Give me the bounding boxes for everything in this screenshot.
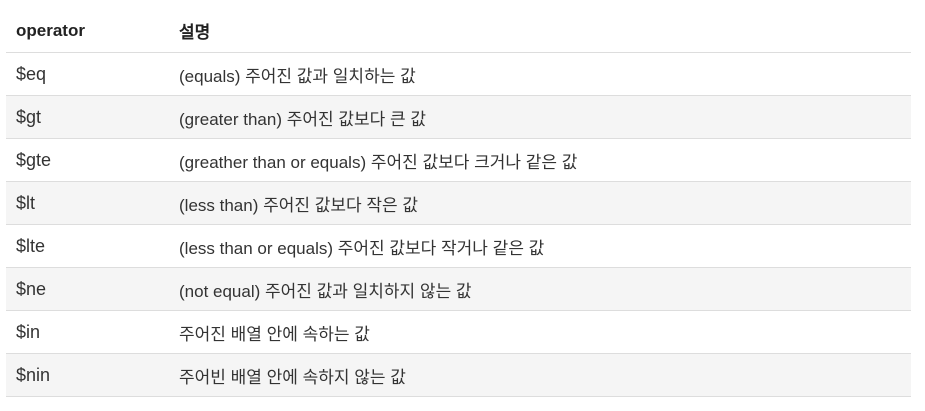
table-row: $gte (greather than or equals) 주어진 값보다 크… [6,138,911,182]
header-operator: operator [6,9,169,53]
operator-cell: $in [6,310,169,354]
operator-cell: $nin [6,353,169,397]
description-cell: (greater than) 주어진 값보다 큰 값 [169,95,911,139]
table-row: $in 주어진 배열 안에 속하는 값 [6,310,911,354]
description-cell: 주어진 배열 안에 속하는 값 [169,310,911,354]
table-row: $lt (less than) 주어진 값보다 작은 값 [6,181,911,225]
description-cell: (less than) 주어진 값보다 작은 값 [169,181,911,225]
header-description: 설명 [169,9,911,53]
operator-table: operator 설명 $eq (equals) 주어진 값과 일치하는 값 $… [6,9,911,397]
operator-cell: $eq [6,52,169,96]
table-row: $nin 주어빈 배열 안에 속하지 않는 값 [6,353,911,397]
operator-cell: $ne [6,267,169,311]
operator-cell: $gte [6,138,169,182]
table-row: $eq (equals) 주어진 값과 일치하는 값 [6,52,911,96]
table-row: $ne (not equal) 주어진 값과 일치하지 않는 값 [6,267,911,311]
operator-cell: $lte [6,224,169,268]
description-cell: (greather than or equals) 주어진 값보다 크거나 같은… [169,138,911,182]
table-row: $gt (greater than) 주어진 값보다 큰 값 [6,95,911,139]
table-header-row: operator 설명 [6,9,911,53]
description-cell: (not equal) 주어진 값과 일치하지 않는 값 [169,267,911,311]
description-cell: 주어빈 배열 안에 속하지 않는 값 [169,353,911,397]
operator-table-container: operator 설명 $eq (equals) 주어진 값과 일치하는 값 $… [6,9,911,397]
table-row: $lte (less than or equals) 주어진 값보다 작거나 같… [6,224,911,268]
operator-cell: $lt [6,181,169,225]
operator-cell: $gt [6,95,169,139]
description-cell: (equals) 주어진 값과 일치하는 값 [169,52,911,96]
description-cell: (less than or equals) 주어진 값보다 작거나 같은 값 [169,224,911,268]
